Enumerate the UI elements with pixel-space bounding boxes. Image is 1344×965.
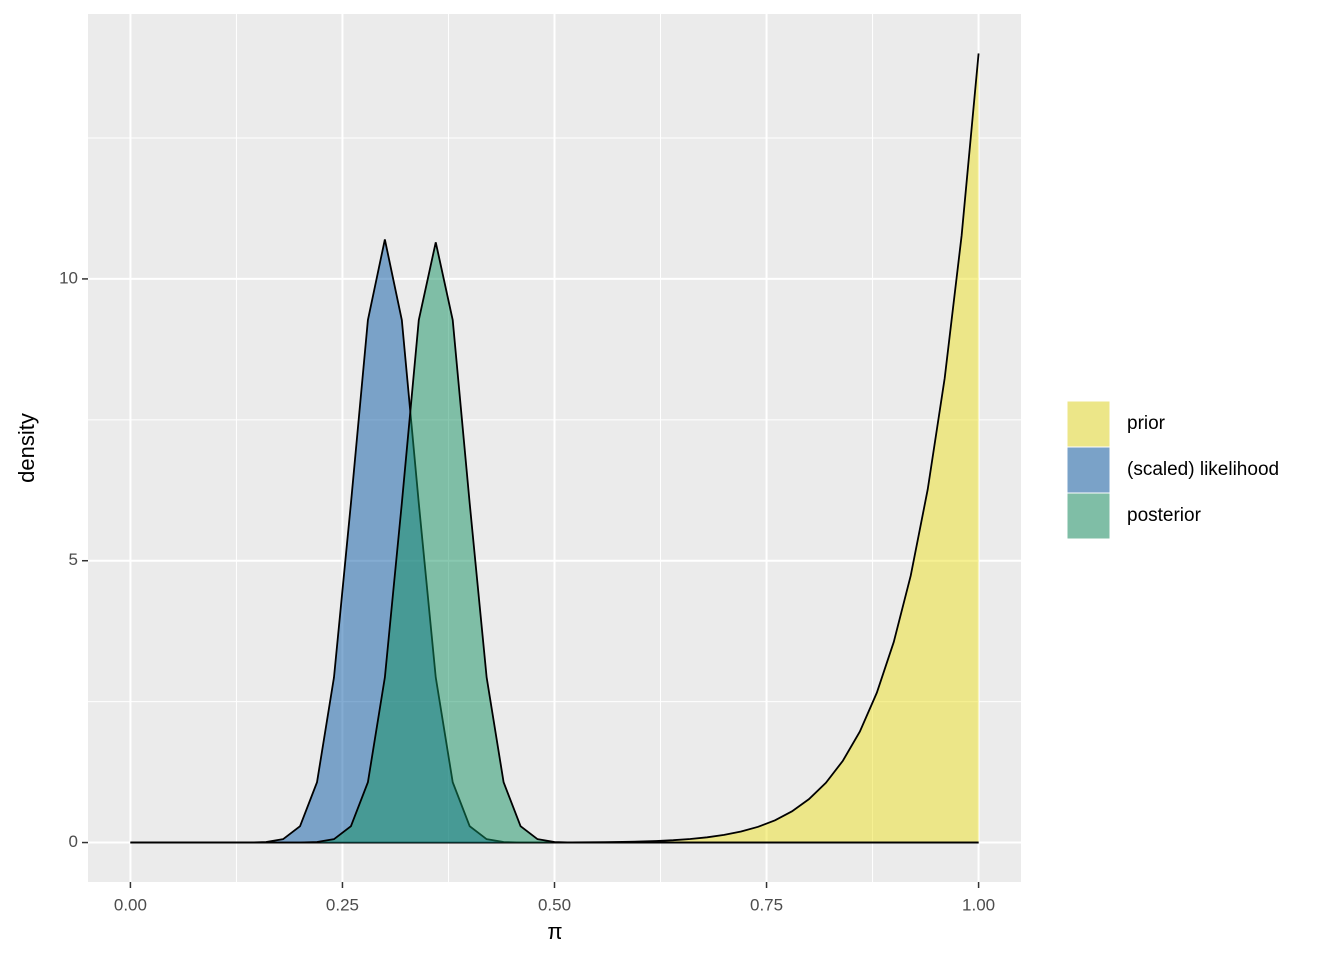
- x-tick-label: 0.00: [114, 895, 147, 914]
- area-fill: [130, 53, 979, 843]
- area-fill: [130, 239, 979, 843]
- y-tick-label: 0: [69, 832, 78, 851]
- x-tick-label: 0.75: [750, 895, 783, 914]
- y-axis-title: density: [14, 413, 39, 483]
- x-tick-label: 1.00: [962, 895, 995, 914]
- x-tick-label: 0.50: [538, 895, 571, 914]
- grid: [88, 14, 1021, 882]
- legend-label: (scaled) likelihood: [1127, 459, 1279, 480]
- legend-key: [1066, 446, 1111, 494]
- y-tick-label: 5: [69, 550, 78, 569]
- areas: [130, 53, 980, 844]
- y-tick-label: 10: [59, 268, 78, 287]
- axes: 0.00 0.25 0.50 0.75 1.00 0 5 10: [59, 268, 995, 914]
- legend-label: posterior: [1127, 505, 1202, 526]
- legend: prior (scaled) likelihood posterior: [1066, 400, 1279, 540]
- area-outline: [130, 242, 979, 844]
- x-axis-title: π: [547, 919, 562, 944]
- legend-key: [1066, 492, 1111, 540]
- legend-label: prior: [1127, 413, 1166, 434]
- x-tick-label: 0.25: [326, 895, 359, 914]
- legend-key: [1066, 400, 1111, 448]
